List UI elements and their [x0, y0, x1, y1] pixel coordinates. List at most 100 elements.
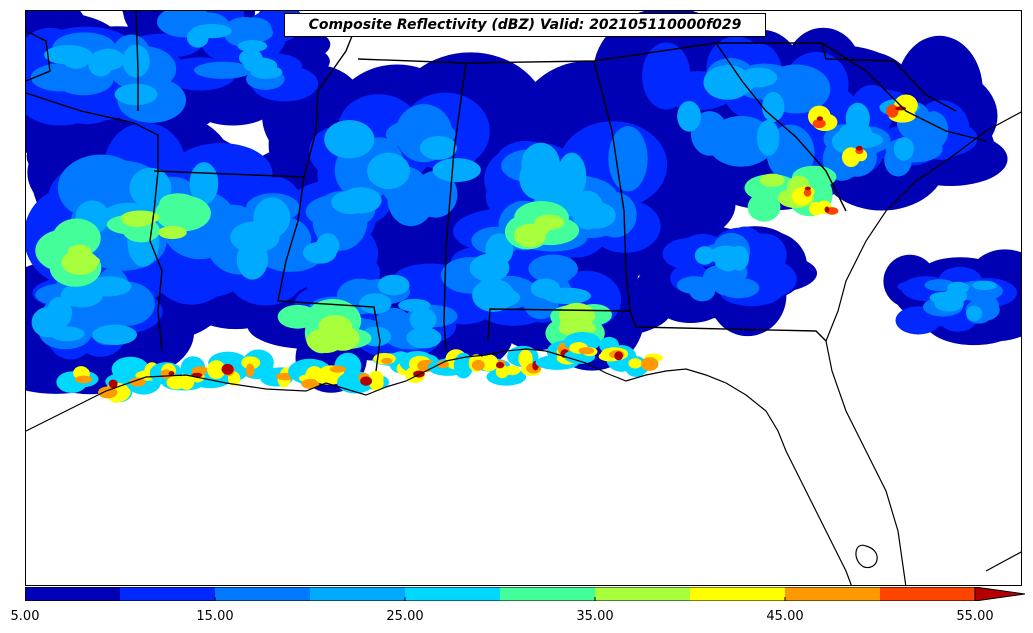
colorbar-tick-label: 5.00: [10, 609, 40, 624]
alabama-georgia-border: [487, 60, 631, 342]
echo-cell: [44, 45, 93, 65]
colorbar-tick-label: 25.00: [386, 609, 424, 624]
echo-cell: [398, 298, 431, 312]
echo-cell: [966, 305, 983, 322]
echo-cell: [756, 119, 780, 156]
echo-cell: [530, 278, 560, 299]
reflectivity-field: [26, 11, 1021, 403]
echo-cell: [92, 324, 138, 345]
echo-cell: [301, 378, 320, 389]
echo-cell: [419, 136, 457, 160]
echo-cell: [340, 187, 382, 214]
echo-cell: [237, 40, 268, 53]
echo-cell: [168, 370, 175, 377]
colorbar-segment: [595, 587, 691, 601]
echo-cell: [67, 244, 92, 260]
reflectivity-map: [26, 11, 1021, 585]
atlantic-coast-florida: [825, 340, 907, 585]
echo-cell: [303, 241, 337, 264]
echo-cell: [715, 258, 737, 270]
echo-cell: [253, 197, 291, 238]
colorbar-segment: [690, 587, 786, 601]
echo-cell: [934, 296, 964, 312]
colorbar-extend-arrow: [974, 587, 1025, 601]
colorbar: [25, 587, 1025, 601]
echo-cell: [824, 206, 830, 213]
echo-cell: [367, 152, 411, 190]
mississippi-louisiana-border: [277, 176, 381, 372]
echo-cell: [518, 349, 533, 368]
echo-cell: [845, 102, 870, 134]
echo-cell: [804, 186, 811, 191]
echo-cell: [191, 23, 232, 39]
echo-cell: [812, 119, 826, 129]
state-boundaries: [26, 11, 987, 372]
colorbar-segment: [500, 587, 596, 601]
echo-cell: [315, 372, 344, 385]
colorbar-segment: [120, 587, 216, 601]
echo-cell: [108, 379, 118, 389]
lake-okeechobee: [855, 544, 878, 569]
echo-cell: [759, 173, 785, 187]
echo-cell: [158, 225, 187, 240]
echo-cell: [178, 374, 195, 390]
echo-cell: [453, 352, 473, 379]
echo-cell: [677, 100, 702, 132]
echo-cell: [368, 370, 384, 386]
echo-cell: [381, 357, 393, 365]
echo-cell: [578, 347, 595, 355]
echo-cell: [129, 377, 146, 387]
echo-cell: [803, 188, 812, 197]
echo-cell: [324, 120, 375, 159]
echo-cell: [50, 326, 85, 342]
colorbar-segment: [310, 587, 406, 601]
arkansas-louisiana-border: [153, 170, 305, 178]
echo-cell: [642, 42, 691, 110]
echo-cell: [207, 360, 226, 380]
echo-cell: [521, 142, 561, 186]
northwest-edge: [26, 30, 51, 82]
echo-cell: [503, 365, 521, 376]
echo-cell: [122, 44, 150, 78]
colorbar-tick-label: 15.00: [196, 609, 234, 624]
bahamas-edge: [985, 551, 1021, 572]
echo-cell: [841, 147, 861, 168]
echo-cell: [194, 61, 252, 79]
echo-cell: [690, 111, 729, 156]
echo-cell: [114, 83, 158, 106]
echo-cell: [250, 65, 283, 79]
echo-cell: [409, 307, 437, 332]
echo-cell: [608, 126, 648, 192]
echo-cell: [245, 363, 255, 377]
echo-cell: [471, 359, 485, 371]
gulf-coast: [26, 348, 852, 585]
echo-cell: [97, 386, 118, 399]
echo-cell: [703, 64, 752, 100]
georgia-florida-border: [629, 310, 827, 342]
echo-cell: [514, 223, 547, 248]
oklahoma-border: [135, 11, 139, 111]
echo-cell: [88, 50, 114, 77]
texas-louisiana-border: [26, 92, 163, 352]
echo-cell: [46, 296, 73, 329]
coastline: [26, 111, 1021, 585]
echo-cell: [413, 170, 458, 218]
echo-cell: [528, 254, 578, 283]
colorbar-tick-label: 35.00: [576, 609, 614, 624]
echo-cell: [129, 167, 172, 209]
georgia-carolina-border: [715, 42, 847, 212]
echo-cell: [747, 192, 781, 222]
echo-cell: [972, 280, 997, 291]
echo-cell: [495, 361, 505, 369]
echo-cell: [306, 328, 345, 354]
echo-cell: [628, 358, 642, 369]
echo-cell: [360, 376, 373, 386]
echo-cell: [85, 276, 132, 297]
colorbar-outline: [25, 587, 976, 601]
mississippi-river-north: [303, 20, 359, 178]
map-panel: [25, 10, 1022, 586]
echo-cell: [238, 49, 263, 67]
echo-cell: [534, 214, 565, 230]
echo-cell: [436, 360, 450, 369]
echo-cell: [855, 145, 863, 151]
